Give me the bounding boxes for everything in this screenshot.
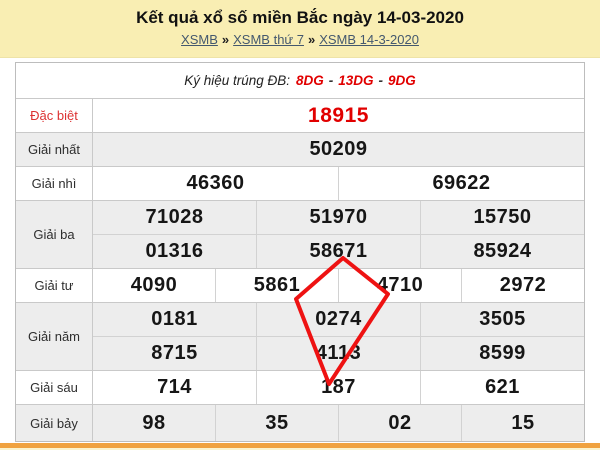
value-line: 4090 5861 4710 2972 (93, 269, 584, 302)
symbol-code: 13DG (338, 73, 374, 88)
prize-number: 714 (157, 376, 192, 398)
prize-number: 98 (142, 411, 166, 434)
prize-label: Giải sáu (16, 371, 93, 404)
prize-number: 85924 (420, 235, 584, 268)
breadcrumb-separator: » (221, 32, 230, 47)
prize-row-giai-tu: Giải tư 4090 5861 4710 2972 (16, 268, 584, 302)
value-line: 50209 (93, 133, 584, 166)
prize-number: 187 (256, 371, 420, 404)
value-line: 18915 (93, 99, 584, 132)
prize-number: 621 (420, 371, 584, 404)
prize-label: Giải nhất (16, 133, 93, 166)
prize-number: 02 (338, 405, 461, 441)
prize-number: 58671 (256, 235, 420, 268)
value-line: 714 187 621 (93, 371, 584, 404)
prize-number: 01316 (145, 240, 204, 262)
prize-values: 4090 5861 4710 2972 (93, 269, 584, 302)
breadcrumb-link-xsmb-thu7[interactable]: XSMB thứ 7 (233, 32, 304, 47)
prize-number: 71028 (145, 206, 204, 228)
prize-number: 8599 (420, 337, 584, 370)
prize-number: 8715 (151, 342, 198, 364)
prize-label: Giải tư (16, 269, 93, 302)
prize-row-giai-nhi: Giải nhì 46360 69622 (16, 166, 584, 200)
value-line: 71028 51970 15750 (93, 201, 584, 234)
symbol-separator: - (328, 73, 334, 88)
symbol-code: 8DG (296, 73, 324, 88)
prize-label: Giải bảy (16, 405, 93, 441)
prize-number: 3505 (420, 303, 584, 336)
breadcrumb-link-xsmb-date[interactable]: XSMB 14-3-2020 (319, 32, 419, 47)
prize-values: 71028 51970 15750 01316 58671 85924 (93, 201, 584, 268)
prize-label: Giải nhì (16, 167, 93, 200)
prize-number: 4710 (338, 269, 461, 302)
prize-number: 46360 (186, 172, 245, 194)
prize-row-dac-biet: Đặc biệt 18915 (16, 98, 584, 132)
prize-number: 4113 (256, 337, 420, 370)
value-line: 98 35 02 15 (93, 405, 584, 441)
symbol-prefix: Ký hiệu trúng ĐB: (184, 73, 290, 88)
prize-number: 2972 (461, 269, 584, 302)
prize-number: 15 (461, 405, 584, 441)
symbol-code: 9DG (388, 73, 416, 88)
breadcrumb-separator: » (307, 32, 316, 47)
breadcrumb-link-xsmb[interactable]: XSMB (181, 32, 218, 47)
prize-number: 35 (215, 405, 338, 441)
prize-label: Giải năm (16, 303, 93, 370)
prize-row-giai-sau: Giải sáu 714 187 621 (16, 370, 584, 404)
prize-number: 0274 (256, 303, 420, 336)
prize-number: 0181 (151, 308, 198, 330)
prize-values: 46360 69622 (93, 167, 584, 200)
results-table: Ký hiệu trúng ĐB: 8DG - 13DG - 9DG Đặc b… (15, 62, 585, 442)
prize-row-giai-ba: Giải ba 71028 51970 15750 01316 58671 85… (16, 200, 584, 268)
header: Kết quả xổ số miền Bắc ngày 14-03-2020 X… (0, 0, 600, 58)
page-title: Kết quả xổ số miền Bắc ngày 14-03-2020 (136, 8, 464, 27)
prize-values: 98 35 02 15 (93, 405, 584, 441)
prize-row-giai-nhat: Giải nhất 50209 (16, 132, 584, 166)
prize-number: 51970 (256, 201, 420, 234)
orange-divider-bar (0, 443, 600, 448)
prize-values: 18915 (93, 99, 584, 132)
value-line: 46360 69622 (93, 167, 584, 200)
prize-number: 4090 (130, 274, 178, 296)
value-line: 8715 4113 8599 (93, 336, 584, 370)
prize-number: 15750 (420, 201, 584, 234)
prize-number: 50209 (309, 138, 368, 160)
prize-values: 714 187 621 (93, 371, 584, 404)
prize-number: 5861 (215, 269, 338, 302)
prize-row-giai-bay: Giải bảy 98 35 02 15 (16, 404, 584, 441)
value-line: 01316 58671 85924 (93, 234, 584, 268)
prize-number: 18915 (308, 103, 369, 127)
footer-strip (0, 448, 600, 450)
breadcrumb: XSMB» XSMB thứ 7» XSMB 14-3-2020 (0, 32, 600, 47)
prize-label: Đặc biệt (16, 99, 93, 132)
prize-row-giai-nam: Giải năm 0181 0274 3505 8715 4113 8599 (16, 302, 584, 370)
prize-label: Giải ba (16, 201, 93, 268)
symbol-row: Ký hiệu trúng ĐB: 8DG - 13DG - 9DG (16, 63, 584, 98)
prize-values: 50209 (93, 133, 584, 166)
symbol-separator: - (378, 73, 384, 88)
prize-number: 69622 (338, 167, 584, 200)
value-line: 0181 0274 3505 (93, 303, 584, 336)
prize-values: 0181 0274 3505 8715 4113 8599 (93, 303, 584, 370)
